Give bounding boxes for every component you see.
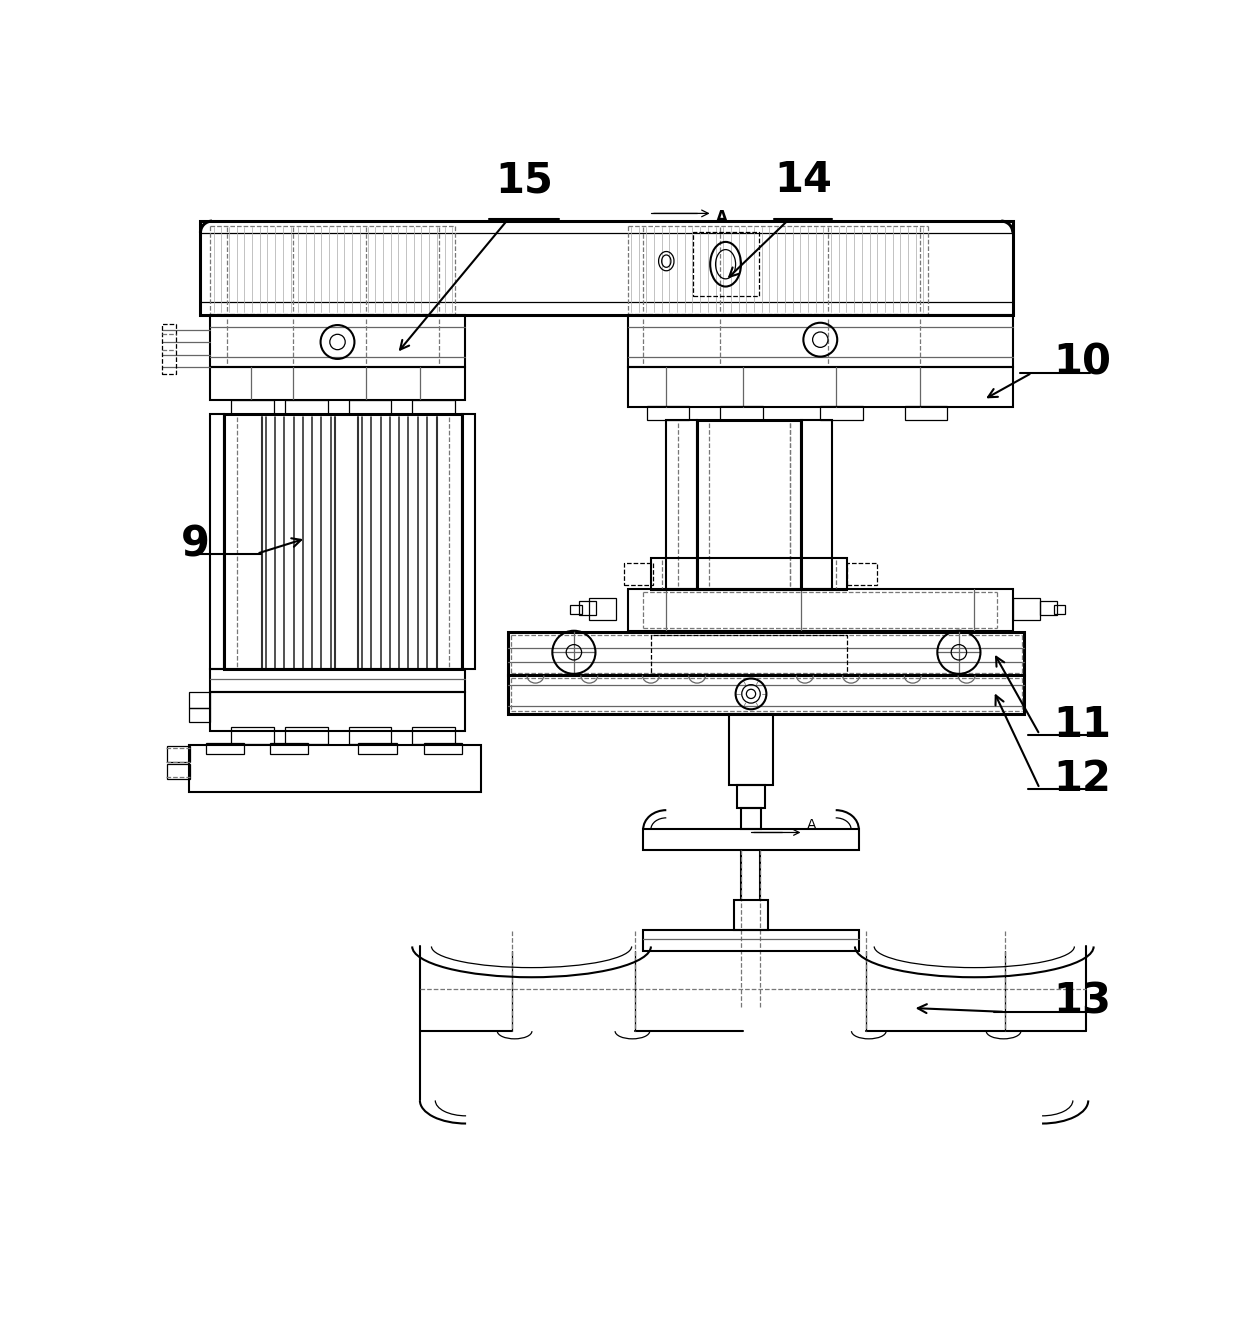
Bar (285, 727, 327, 743)
Bar (162, 325, 176, 374)
Bar (167, 746, 191, 762)
Bar (624, 564, 653, 585)
Bar (223, 413, 463, 670)
Bar (589, 599, 616, 620)
Bar (412, 727, 455, 743)
Bar (201, 221, 1013, 315)
Bar (737, 785, 765, 808)
Bar (412, 400, 455, 413)
Bar (463, 413, 475, 670)
Text: 15: 15 (495, 160, 553, 201)
Bar (1054, 604, 1065, 613)
Bar (644, 829, 859, 851)
Bar (627, 315, 1013, 368)
Bar (211, 670, 465, 692)
Text: 10: 10 (1054, 342, 1111, 384)
Bar (211, 413, 223, 670)
Bar (231, 400, 274, 413)
Bar (350, 400, 392, 413)
Bar (188, 707, 211, 722)
Text: 14: 14 (775, 160, 832, 201)
Bar (270, 743, 309, 754)
Bar (651, 635, 847, 674)
Bar (231, 727, 274, 743)
Bar (847, 564, 877, 585)
Bar (729, 714, 773, 785)
Bar (424, 743, 463, 754)
Bar (666, 420, 697, 589)
Text: 13: 13 (1054, 981, 1111, 1023)
Bar (579, 601, 596, 616)
Bar (905, 405, 947, 420)
Bar (1040, 601, 1056, 616)
Bar (651, 557, 847, 590)
Text: 11: 11 (1054, 703, 1111, 746)
Bar (508, 675, 1024, 714)
Bar (211, 368, 465, 400)
Bar (211, 692, 465, 731)
Bar (644, 930, 859, 951)
Bar (188, 692, 211, 707)
Bar (508, 632, 1024, 675)
Bar (627, 589, 1013, 631)
Bar (350, 727, 392, 743)
Text: A: A (807, 819, 817, 832)
Bar (358, 743, 397, 754)
Text: 12: 12 (1054, 758, 1111, 800)
Bar (734, 900, 768, 930)
Bar (627, 368, 1013, 408)
Bar (647, 405, 689, 420)
Bar (720, 405, 763, 420)
Bar (570, 604, 582, 613)
Bar (167, 764, 191, 780)
Bar (188, 745, 481, 792)
Text: A: A (715, 209, 728, 224)
Bar (211, 315, 465, 368)
Bar (697, 420, 801, 589)
Bar (742, 808, 761, 829)
Bar (693, 232, 759, 295)
Bar (821, 405, 863, 420)
Bar (801, 420, 832, 589)
Bar (285, 400, 327, 413)
Bar (1013, 599, 1040, 620)
Bar (206, 743, 244, 754)
Text: 9: 9 (181, 523, 210, 565)
